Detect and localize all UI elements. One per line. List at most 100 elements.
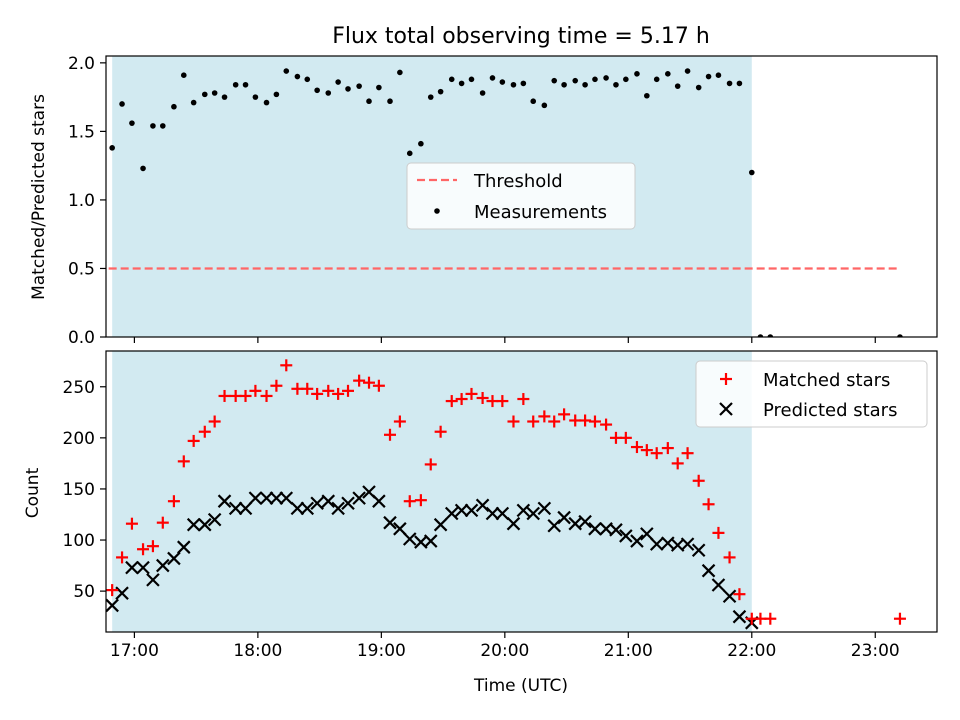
measurement-point: [335, 79, 341, 85]
bottom-panel: 50 100 150 200 250 17:00 18:00 19:00 20:00 21:00…: [23, 350, 938, 696]
measurement-point: [387, 98, 393, 105]
bottom-ytick-label: 250: [63, 378, 95, 398]
predicted-star-point: [557, 510, 571, 525]
predicted-star-point: [177, 540, 191, 554]
measurement-point: [674, 83, 681, 89]
measurement-point: [458, 80, 465, 87]
measurement-point: [294, 73, 301, 80]
measurement-point: [283, 68, 290, 74]
bottom-plot-area: [94, 359, 906, 630]
predicted-star-point: [393, 522, 407, 536]
predicted-star-point: [228, 501, 243, 516]
predicted-star-point: [537, 501, 552, 516]
top-legend-box: [406, 162, 636, 230]
matched-star-point: [434, 425, 447, 438]
matched-star-point: [538, 410, 551, 423]
predicted-star-point: [722, 589, 737, 604]
measurement-point: [140, 165, 146, 172]
measurement-point: [736, 80, 743, 87]
matched-star-point: [94, 598, 106, 610]
predicted-star-point: [167, 551, 181, 566]
measurement-point: [211, 90, 218, 96]
matched-star-point: [893, 612, 906, 625]
measurement-point: [242, 81, 249, 88]
predicted-star-point: [341, 496, 355, 511]
top-y-axis-label: Matched/Predicted stars: [29, 94, 49, 300]
predicted-star-point: [321, 494, 336, 508]
predicted-star-point: [238, 501, 253, 516]
top-ytick-label: 1.5: [68, 122, 95, 142]
measurement-point: [273, 91, 280, 98]
matched-star-point: [198, 425, 211, 438]
measurement-point: [684, 68, 691, 74]
predicted-star-point: [609, 523, 623, 537]
matched-star-point: [218, 389, 231, 402]
bottom-shaded-span-layer: [112, 351, 752, 632]
matched-star-point: [260, 389, 273, 402]
bottom-xtick-label: 20:00: [480, 641, 529, 661]
matched-star-point: [353, 374, 366, 387]
measurement-point: [304, 76, 311, 83]
measurement-point: [644, 92, 650, 99]
top-y-ticks: 0.0 0.5 1.0 1.5 2.0: [68, 54, 106, 348]
measurement-point: [129, 120, 135, 126]
top-legend: Threshold Measurements: [406, 162, 636, 230]
matched-star-point: [712, 526, 725, 539]
predicted-star-point: [640, 527, 654, 541]
measurement-point: [418, 140, 424, 147]
matched-star-point: [249, 384, 262, 397]
measurement-point: [613, 81, 619, 88]
matched-star-point: [311, 387, 324, 400]
measurement-point: [201, 91, 208, 98]
matched-star-point: [156, 516, 169, 529]
matched-star-point: [106, 584, 119, 597]
matched-star-point: [588, 415, 601, 428]
measurement-point: [726, 80, 733, 87]
matched-star-point: [239, 389, 252, 402]
measurement-point: [376, 84, 382, 91]
measurement-point: [897, 334, 903, 337]
matched-star-point: [671, 457, 684, 470]
predicted-star-point: [248, 491, 263, 505]
predicted-star-point: [495, 506, 510, 521]
predicted-star-point: [475, 498, 490, 513]
predicted-star-point: [136, 560, 150, 575]
matched-star-point: [167, 495, 180, 508]
measurement-point: [221, 94, 228, 100]
matched-star-point: [496, 395, 509, 408]
top-ytick-label: 2.0: [68, 54, 95, 74]
bottom-ytick-label: 150: [63, 480, 95, 500]
predicted-star-point: [649, 537, 664, 551]
predicted-star-point: [402, 532, 417, 546]
chart-title: Flux total observing time = 5.17 h: [332, 24, 710, 49]
bottom-xtick-label: 18:00: [233, 641, 282, 661]
legend-measurements-swatch: [434, 208, 440, 214]
predicted-star-point: [701, 563, 716, 578]
bottom-ytick-label: 100: [63, 531, 95, 551]
measurement-point: [252, 94, 259, 100]
measurement-point: [345, 86, 351, 92]
measurement-point: [748, 169, 755, 176]
matched-star-point: [403, 495, 416, 508]
legend-matched-label: Matched stars: [763, 370, 890, 391]
matched-star-point: [187, 434, 200, 447]
matched-star-point: [681, 447, 694, 460]
matched-star-point: [116, 551, 129, 564]
measurement-point: [109, 145, 115, 151]
top-axes-frame: [105, 55, 938, 338]
matched-star-point: [507, 415, 520, 428]
bottom-xtick-label: 21:00: [604, 641, 653, 661]
predicted-star-point: [198, 517, 212, 532]
legend-predicted-label: Predicted stars: [763, 400, 897, 421]
bottom-xtick-label: 19:00: [357, 641, 406, 661]
predicted-star-point: [526, 506, 541, 521]
predicted-star-point: [691, 543, 706, 558]
measurement-point: [499, 79, 506, 85]
predicted-star-point: [290, 501, 305, 516]
predicted-star-point: [310, 496, 324, 511]
matched-star-point: [465, 387, 478, 400]
matched-star-point: [137, 543, 150, 556]
predicted-star-point: [146, 573, 160, 587]
bottom-xtick-label: 17:00: [110, 641, 159, 661]
